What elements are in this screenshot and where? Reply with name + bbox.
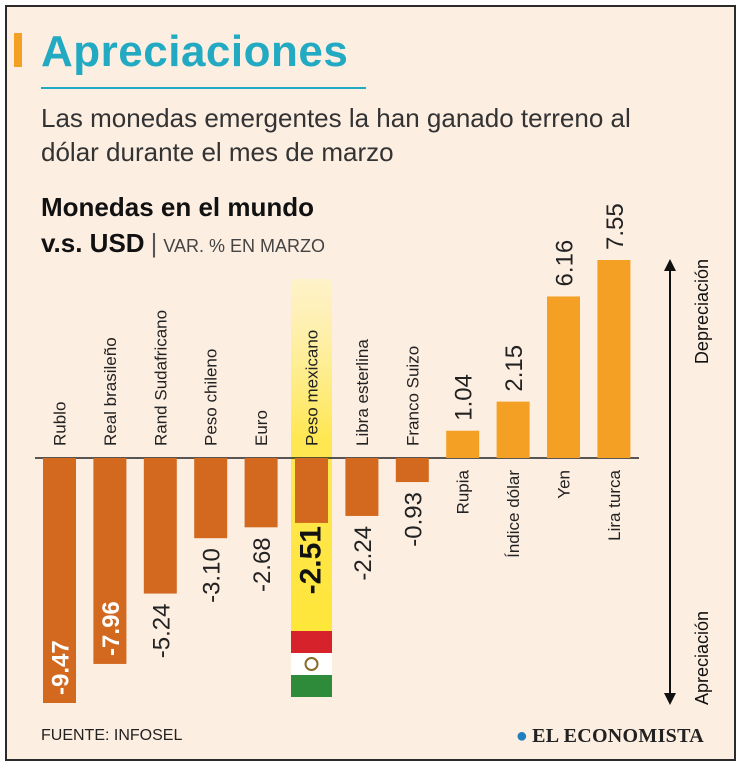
bar-euro (244, 458, 278, 528)
category-label-libra-esterlina: Libra esterlina (353, 339, 372, 446)
bar-franco-suizo (395, 458, 429, 483)
bar-indice-dolar (496, 401, 530, 458)
brand-logo: ● EL ECONOMISTA (516, 725, 704, 748)
value-label-rand-sudafricano: -5.24 (148, 604, 175, 659)
category-label-rand-sudafricano: Rand Sudafricano (151, 310, 170, 446)
chart-subtitle-bold: v.s. USD (41, 228, 145, 258)
value-label-peso-mexicano: -2.51 (295, 526, 328, 594)
bar-rand-sudafricano (143, 458, 177, 594)
arrow-up-icon (664, 259, 676, 271)
bar-chart: Rublo -9.47 Real brasileño -7.96 Rand Sudafr… (35, 203, 712, 705)
arrow-down-icon (664, 693, 676, 705)
page-subtitle: Las monedas emergentes la han ganado ter… (41, 103, 631, 167)
chart-subtitle-unit: VAR. % EN MARZO (163, 236, 326, 256)
value-label-indice-dolar: 2.15 (501, 345, 528, 392)
bar-libra-esterlina (345, 458, 379, 516)
bar-rupia (446, 430, 480, 458)
value-label-franco-suizo: -0.93 (400, 492, 427, 547)
page-title: Apreciaciones (41, 27, 349, 76)
brand-logo-text: EL ECONOMISTA (532, 725, 704, 747)
chart-subtitle: v.s. USD | VAR. % EN MARZO (41, 227, 325, 262)
bar-real-brasileno (93, 458, 127, 664)
value-label-yen: 6.16 (552, 240, 579, 287)
bar-lira-turca (597, 260, 631, 458)
title-accent-bar (14, 33, 22, 67)
bar-rublo (43, 458, 76, 703)
chart-title: Monedas en el mundo (41, 192, 315, 222)
bar-yen (547, 296, 580, 458)
title-underline (41, 87, 366, 89)
infographic-card: Apreciaciones Las monedas emergentes la … (5, 5, 736, 761)
flag-red-stripe (291, 631, 332, 653)
flag-green-stripe (291, 675, 332, 697)
value-label-real-brasileno: -7.96 (98, 601, 125, 656)
category-label-rupia: Rupia (454, 469, 473, 514)
category-label-yen: Yen (555, 470, 574, 499)
bar-peso-chileno (194, 458, 228, 539)
value-label-lira-turca: 7.55 (602, 203, 629, 250)
value-label-peso-chileno: -3.10 (199, 548, 226, 603)
flag-emblem-icon (304, 657, 319, 671)
category-label-indice-dolar: Índice dólar (504, 470, 523, 558)
category-label-franco-suizo: Franco Suizo (403, 346, 422, 446)
value-label-rublo: -9.47 (48, 640, 75, 695)
value-label-euro: -2.68 (249, 537, 276, 592)
source-note: FUENTE: INFOSEL (41, 727, 183, 744)
chart-subtitle-separator: | (150, 228, 158, 258)
bar-peso-mexicano (295, 458, 328, 523)
category-label-peso-chileno: Peso chileno (202, 349, 221, 446)
value-label-libra-esterlina: -2.24 (350, 526, 377, 581)
axis-label-depreciacion: Depreciación (692, 259, 712, 364)
brand-logo-icon: ● (515, 725, 529, 747)
flag-white-stripe (291, 653, 332, 675)
value-label-rupia: 1.04 (451, 374, 478, 421)
category-label-rublo: Rublo (51, 402, 70, 446)
axis-label-apreciacion: Apreciación (692, 611, 712, 705)
category-label-peso-mexicano: Peso mexicano (303, 330, 322, 446)
category-label-euro: Euro (252, 410, 271, 446)
category-label-lira-turca: Lira turca (605, 469, 624, 540)
highlight-column (291, 279, 332, 631)
category-label-real-brasileno: Real brasileño (101, 337, 120, 446)
